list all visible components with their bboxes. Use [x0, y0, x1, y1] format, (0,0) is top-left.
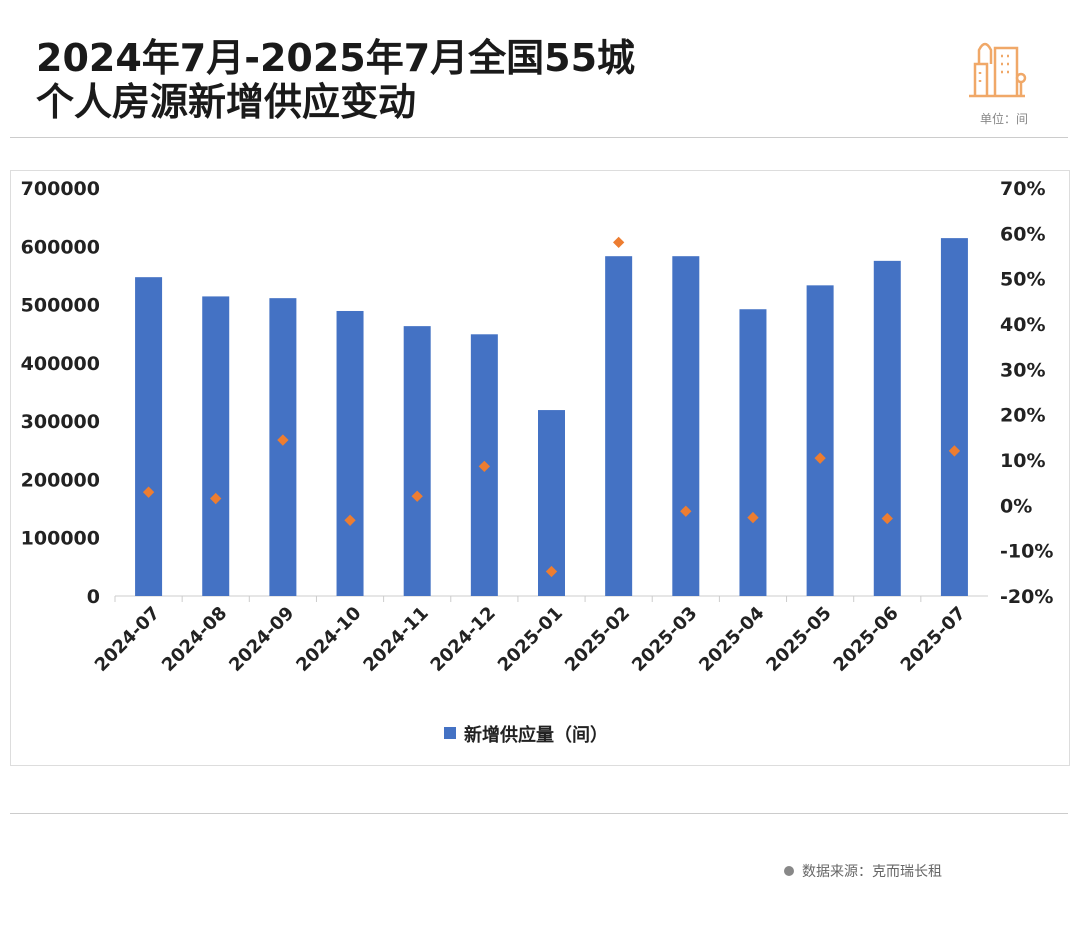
title-line2: 个人房源新增供应变动 [36, 80, 417, 124]
x-tick-label: 2025-06 [830, 603, 903, 676]
bar [336, 310, 364, 596]
y-right-tick: 40% [1000, 314, 1045, 336]
dot [680, 505, 692, 517]
bar [269, 298, 297, 596]
y-right-tick: 50% [1000, 269, 1045, 291]
x-tick-label: 2024-08 [158, 603, 231, 676]
bar [940, 238, 968, 596]
bar [873, 260, 901, 596]
y-left-tick: 400000 [21, 353, 100, 375]
y-left-tick: 500000 [21, 295, 100, 317]
bar [605, 256, 633, 596]
x-tick-label: 2024-07 [91, 603, 164, 676]
dot [948, 445, 961, 457]
y-right-tick: -20% [1000, 586, 1053, 608]
x-tick-label: 2025-05 [762, 603, 835, 676]
y-left-tick: 700000 [21, 178, 100, 200]
x-tick-label: 2025-01 [494, 603, 567, 676]
dot [142, 486, 155, 498]
bar [403, 326, 431, 596]
dot [277, 434, 289, 446]
bar [806, 285, 834, 596]
x-tick-label: 2025-07 [897, 603, 970, 676]
bar [739, 309, 767, 596]
divider [10, 137, 1068, 138]
title-line1: 2024年7月-2025年7月全国55城 [36, 36, 636, 80]
y-right-tick: 10% [1000, 450, 1045, 472]
bar [202, 296, 230, 596]
y-right-tick: 30% [1000, 359, 1045, 381]
x-tick-label: 2024-11 [359, 603, 432, 676]
y-left-tick: 100000 [21, 528, 100, 550]
source-note: 数据来源：克而瑞长租 [784, 861, 942, 881]
bullet-icon [784, 866, 794, 876]
x-tick-label: 2024-09 [225, 603, 298, 676]
y-right-tick: 70% [1000, 178, 1045, 200]
y-right-tick: 0% [1000, 495, 1032, 517]
bar [538, 410, 565, 596]
dot [210, 492, 222, 505]
legend-label: 新增供应量（间） [464, 724, 608, 746]
dot [545, 565, 558, 578]
y-left-tick: 600000 [21, 236, 100, 258]
x-tick-label: 2024-10 [292, 603, 365, 676]
unit-label: 单位：间 [980, 112, 1029, 126]
x-tick-label: 2024-12 [427, 603, 500, 676]
dot [411, 490, 423, 502]
chart-frame [10, 170, 1070, 766]
y-left-tick: 200000 [21, 469, 100, 491]
dot [478, 460, 491, 473]
y-right-tick: -10% [1000, 541, 1053, 563]
y-left-tick: 0 [87, 586, 100, 608]
dot [881, 512, 893, 525]
x-tick-label: 2025-03 [628, 603, 701, 676]
page-title: 2024年7月-2025年7月全国55城 个人房源新增供应变动 [36, 36, 635, 124]
dot [344, 514, 356, 526]
x-tick-label: 2025-04 [695, 603, 768, 676]
y-right-tick: 20% [1000, 405, 1045, 427]
dot [747, 511, 759, 524]
bar [672, 256, 700, 596]
dot [814, 452, 826, 464]
divider [10, 813, 1068, 814]
bar [135, 277, 163, 596]
x-tick-label: 2025-02 [561, 603, 634, 676]
city-buildings-icon [969, 42, 1027, 98]
y-right-tick: 60% [1000, 223, 1045, 245]
y-left-tick: 300000 [21, 411, 100, 433]
legend-swatch [444, 727, 456, 739]
dot [612, 236, 625, 249]
